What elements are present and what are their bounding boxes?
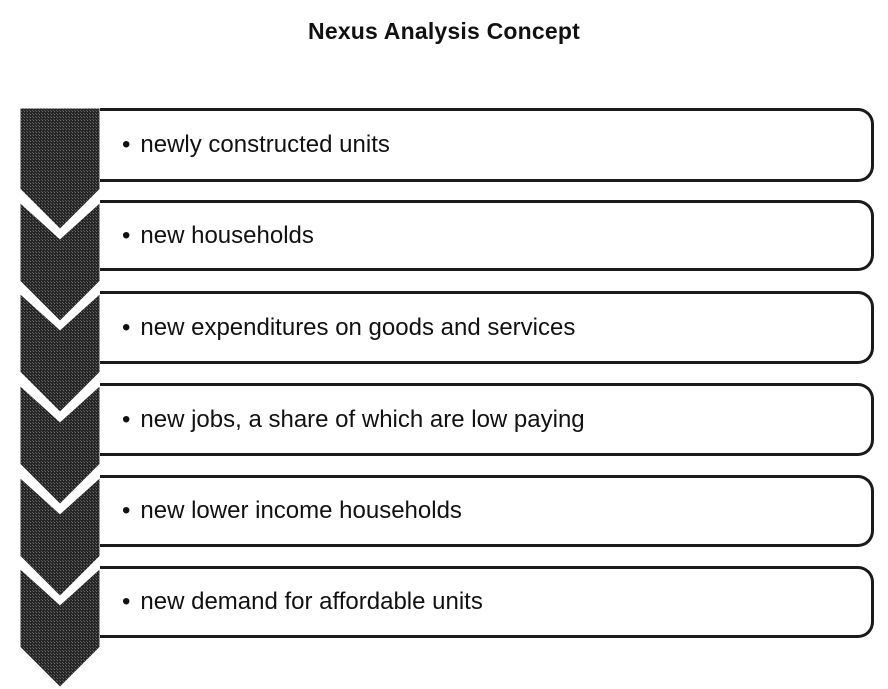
step-label-1: • newly constructed units [122, 131, 390, 158]
step-box-1: • newly constructed units [100, 108, 874, 182]
step-label-2: • new households [122, 221, 314, 249]
step-label-3: • new expenditures on goods and services [122, 313, 576, 341]
step-label-6: • new demand for affordable units [122, 588, 483, 615]
chevron-arrow-3 [15, 283, 105, 419]
step-label-5: • new lower income households [122, 497, 462, 524]
chevron-arrow-4 [15, 375, 105, 511]
bullet-icon: • [122, 405, 131, 433]
step-box-3: • new expenditures on goods and services [100, 291, 874, 364]
chevron-arrow-6 [15, 558, 105, 689]
step-label-4: • new jobs, a share of which are low payi… [122, 405, 585, 433]
bullet-icon: • [122, 497, 131, 524]
bullet-icon: • [122, 221, 131, 249]
chevron-arrow-2 [15, 192, 105, 328]
bullet-icon: • [122, 588, 131, 615]
step-box-2: • new households [100, 200, 874, 271]
diagram-title: Nexus Analysis Concept [308, 18, 580, 44]
bullet-icon: • [122, 131, 131, 158]
step-box-4: • new jobs, a share of which are low payi… [100, 383, 874, 456]
step-box-6: • new demand for affordable units [100, 566, 874, 638]
step-box-5: • new lower income households [100, 475, 874, 547]
bullet-icon: • [122, 313, 131, 341]
chevron-arrow-5 [15, 467, 105, 603]
chevron-arrow-1 [15, 103, 105, 236]
